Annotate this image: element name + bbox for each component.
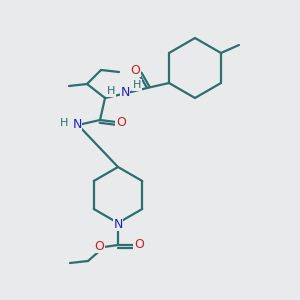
Text: H: H: [107, 86, 115, 96]
Text: O: O: [116, 116, 126, 128]
Text: O: O: [130, 64, 140, 76]
Text: O: O: [94, 239, 104, 253]
Text: H: H: [60, 118, 68, 128]
Text: H: H: [133, 80, 141, 90]
Text: O: O: [134, 238, 144, 251]
Text: N: N: [113, 218, 123, 230]
Text: N: N: [72, 118, 82, 131]
Text: N: N: [120, 85, 130, 98]
